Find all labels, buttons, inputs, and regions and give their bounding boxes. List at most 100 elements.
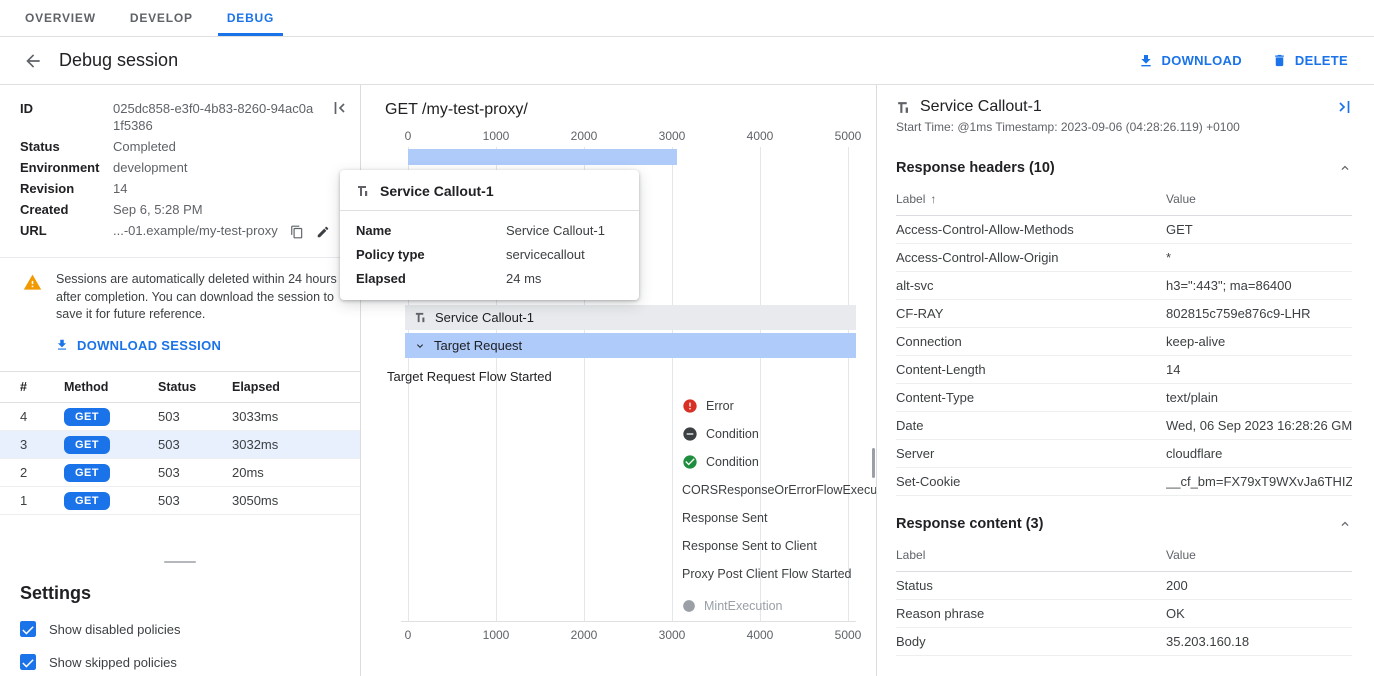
download-button[interactable]: DOWNLOAD <box>1138 53 1242 69</box>
copy-url-button[interactable] <box>290 225 304 239</box>
event-proxy-post-client-flow-started[interactable]: Proxy Post Client Flow Started <box>682 565 852 583</box>
section-title: Response headers (10) <box>896 160 1055 176</box>
settings-resize-handle[interactable] <box>164 561 196 563</box>
axis-tick: 1000 <box>482 129 510 143</box>
sort-ascending-icon[interactable]: ↑ <box>930 192 937 206</box>
axis-tick: 3000 <box>658 628 686 642</box>
event-error[interactable]: Error <box>682 397 734 415</box>
response-headers-header[interactable]: Response headers (10) <box>896 160 1352 176</box>
table-head: Label ↑ Value <box>896 182 1352 216</box>
header-row: Content-Type text/plain <box>896 384 1352 412</box>
header-row: CF-RAY 802815c759e876c9-LHR <box>896 300 1352 328</box>
gridline <box>848 147 849 621</box>
transaction-row-3-selected[interactable]: 3 GET 503 3032ms <box>0 431 360 459</box>
axis-tick: 0 <box>404 129 412 143</box>
event-response-sent-to-client[interactable]: Response Sent to Client <box>682 537 817 555</box>
chevron-down-icon <box>417 343 423 348</box>
detail-header: Service Callout-1 <box>896 98 1352 116</box>
column-num: # <box>20 380 27 394</box>
trace-title: GET /my-test-proxy/ <box>385 101 528 118</box>
tab-develop[interactable]: DEVELOP <box>129 11 193 25</box>
column-value: Value <box>1166 192 1196 206</box>
txn-elapsed: 20ms <box>232 465 264 480</box>
axis-tick: 2000 <box>570 628 598 642</box>
detail-title: Service Callout-1 <box>920 98 1042 115</box>
column-status: Status <box>158 380 197 394</box>
method-badge: GET <box>64 463 110 482</box>
gridline <box>496 147 497 621</box>
content-row: Body 35.203.160.18 <box>896 628 1352 656</box>
detail-panel: Service Callout-1 Start Time: @1ms Times… <box>876 85 1374 676</box>
meta-row-environment: Environment development <box>20 159 316 176</box>
event-mint-execution[interactable]: MintExecution <box>682 597 783 615</box>
edit-url-button[interactable] <box>316 225 330 239</box>
page-title: Debug session <box>59 50 179 70</box>
transaction-row-2[interactable]: 2 GET 503 20ms <box>0 459 360 487</box>
download-session-label: DOWNLOAD SESSION <box>77 337 222 353</box>
back-button[interactable] <box>20 48 46 74</box>
axis-tick: 4000 <box>746 628 774 642</box>
header-row: Set-Cookie__cf_bm=FX79xT9WXvJa6THIZIek5.… <box>896 468 1352 496</box>
panel-divider-handle[interactable] <box>872 448 875 478</box>
transaction-row-1[interactable]: 1 GET 503 3050ms <box>0 487 360 515</box>
tab-overview[interactable]: OVERVIEW <box>25 11 96 25</box>
meta-label: Revision <box>20 181 75 196</box>
event-label: Response Sent <box>682 511 768 525</box>
session-metadata: ID 025dc858-e3f0-4b83-8260-94ac0a1f5386 … <box>0 85 360 249</box>
tooltip-divider <box>340 210 639 211</box>
tooltip-title: Service Callout-1 <box>380 183 494 199</box>
request-duration-bar[interactable] <box>408 149 677 165</box>
event-label: Condition <box>706 427 759 441</box>
meta-row-revision: Revision 14 <box>20 180 316 197</box>
meta-row-id: ID 025dc858-e3f0-4b83-8260-94ac0a1f5386 <box>20 100 316 134</box>
session-warning: Sessions are automatically deleted withi… <box>0 257 360 334</box>
tooltip-row-elapsed: Elapsed 24 ms <box>356 271 542 286</box>
header-actions: DOWNLOAD DELETE <box>1138 53 1348 69</box>
session-panel: ID 025dc858-e3f0-4b83-8260-94ac0a1f5386 … <box>0 85 361 676</box>
event-condition-met[interactable]: Condition <box>682 453 759 471</box>
setting-show-disabled-policies[interactable]: Show disabled policies <box>20 621 340 637</box>
session-id: 025dc858-e3f0-4b83-8260-94ac0a1f5386 <box>113 101 314 133</box>
gantt-row-target-request-flow-started: Target Request Flow Started <box>387 369 552 384</box>
response-headers-table: Label ↑ Value Access-Control-Allow-Method… <box>896 182 1352 496</box>
event-response-sent[interactable]: Response Sent <box>682 509 767 527</box>
axis-tick: 3000 <box>658 129 686 143</box>
txn-elapsed: 3032ms <box>232 437 279 452</box>
event-label: Proxy Post Client Flow Started <box>682 567 852 581</box>
event-label: Condition <box>706 455 759 469</box>
settings-section: Settings Show disabled policies Show ski… <box>0 563 360 670</box>
header-row: alt-svc h3=":443"; ma=86400 <box>896 272 1352 300</box>
response-content-header[interactable]: Response content (3) <box>896 516 1352 532</box>
axis-tick: 2000 <box>570 129 598 143</box>
dot-icon <box>683 600 695 612</box>
axis-tick: 5000 <box>834 628 862 642</box>
event-cors-response[interactable]: CORSResponseOrErrorFlowExecu <box>682 481 876 499</box>
axis-tick: 1000 <box>482 628 510 642</box>
session-warning-text: Sessions are automatically deleted withi… <box>56 272 337 321</box>
header-row: Access-Control-Allow-Origin * <box>896 244 1352 272</box>
txn-status: 503 <box>158 437 180 452</box>
event-condition-unmet[interactable]: Condition <box>682 425 759 443</box>
meta-label: ID <box>20 101 33 116</box>
delete-button[interactable]: DELETE <box>1272 53 1348 69</box>
gantt-row-service-callout[interactable]: Service Callout-1 <box>405 305 856 330</box>
collapse-panel-button[interactable] <box>332 100 348 119</box>
setting-show-skipped-policies[interactable]: Show skipped policies <box>20 654 340 670</box>
tab-debug[interactable]: DEBUG <box>210 0 291 36</box>
expand-panel-button[interactable] <box>1336 99 1352 115</box>
page-header: Debug session DOWNLOAD DELETE <box>0 37 1374 85</box>
transaction-row-4[interactable]: 4 GET 503 3033ms <box>0 403 360 431</box>
txn-num: 2 <box>20 465 28 480</box>
event-label: Error <box>706 399 734 413</box>
column-elapsed: Elapsed <box>232 380 280 394</box>
response-headers-section: Response headers (10) Label ↑ Value Acces… <box>896 160 1352 496</box>
txn-num: 3 <box>20 437 28 452</box>
meta-row-status: Status Completed <box>20 138 316 155</box>
download-session-link[interactable]: DOWNLOAD SESSION <box>55 338 221 353</box>
session-revision: 14 <box>113 181 128 196</box>
condition-met-icon <box>683 455 697 469</box>
gantt-row-target-request[interactable]: Target Request <box>405 333 856 358</box>
delete-button-label: DELETE <box>1294 53 1348 68</box>
content-row: Reason phrase OK <box>896 600 1352 628</box>
